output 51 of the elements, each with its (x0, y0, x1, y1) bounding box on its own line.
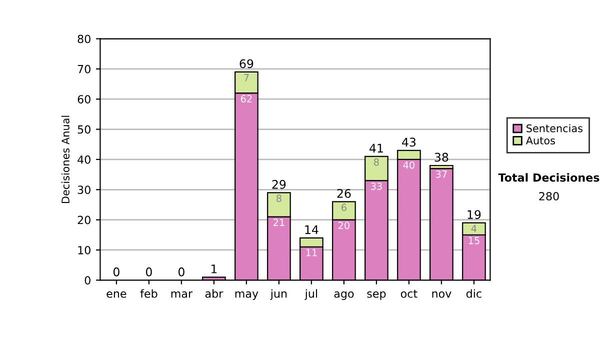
x-tick-label: dic (466, 289, 482, 298)
y-tick-label: 70 (78, 64, 90, 74)
data-label: 37 (436, 170, 447, 178)
data-label: 4 (471, 224, 476, 232)
total-label: 1 (211, 264, 217, 274)
x-tick-label: abr (205, 289, 224, 298)
x-tick-label: ago (334, 291, 354, 300)
y-tick-label: 0 (84, 276, 90, 285)
total-label: 19 (468, 210, 481, 220)
data-label: 62 (240, 95, 252, 102)
y-tick-label: 10 (78, 246, 90, 254)
y-tick-label: 50 (78, 125, 90, 134)
x-tick-label: mar (171, 291, 193, 298)
total-label: 29 (272, 180, 286, 189)
total-label: 0 (178, 267, 184, 276)
data-label: 8 (276, 194, 282, 202)
total-label: 26 (337, 188, 351, 198)
total-label: 41 (370, 144, 383, 152)
y-tick-label: 20 (78, 216, 90, 224)
data-label: 21 (273, 218, 284, 226)
total-label: 0 (146, 267, 152, 276)
data-label: 8 (374, 158, 379, 166)
legend-label: Sentencias (526, 124, 582, 132)
y-tick-label: 40 (78, 155, 90, 164)
x-tick-label: may (235, 291, 258, 300)
x-tick-label: jul (304, 289, 318, 300)
x-tick-label: oct (400, 290, 418, 298)
data-label: 20 (338, 222, 350, 230)
data-label: 33 (371, 182, 382, 190)
x-tick-label: ene (106, 291, 126, 298)
total-label: 38 (434, 152, 448, 162)
legend-label: Autos (526, 136, 555, 144)
data-label: 7 (244, 74, 249, 82)
x-tick-label: feb (140, 289, 158, 298)
y-axis-title: Decisiones Anual (61, 116, 70, 203)
y-tick-label: 80 (78, 34, 90, 44)
total-label: 14 (305, 225, 318, 234)
text: Total Decisiones (498, 173, 600, 182)
data-label: 6 (342, 204, 346, 212)
y-tick-label: 60 (78, 95, 90, 104)
total-label: 43 (402, 138, 416, 147)
y-tick-label: 30 (78, 186, 90, 194)
data-label: 15 (468, 237, 480, 244)
text: 280 (539, 192, 559, 200)
data-label: 11 (306, 249, 317, 256)
data-label: 40 (403, 161, 414, 169)
total-label: 69 (240, 59, 254, 68)
x-tick-label: nov (432, 291, 452, 298)
x-tick-label: sep (367, 291, 386, 300)
x-tick-label: jun (270, 289, 287, 300)
total-label: 0 (113, 267, 120, 276)
